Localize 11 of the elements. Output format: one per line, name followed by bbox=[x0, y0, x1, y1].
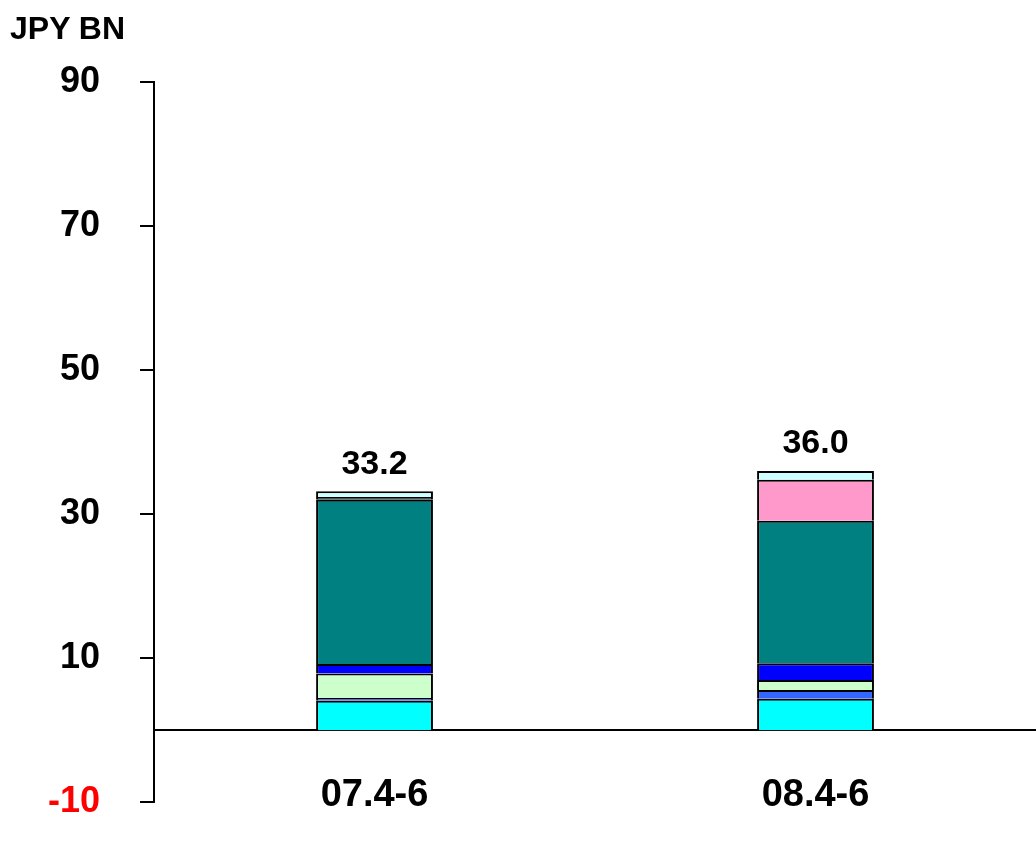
y-tick-label: -10 bbox=[48, 779, 101, 821]
total-label: 36.0 bbox=[782, 422, 849, 461]
total-label: 33.2 bbox=[341, 442, 408, 481]
x-tick-label: 08.4-6 bbox=[761, 771, 870, 814]
y-tick-label: 70 bbox=[59, 203, 101, 244]
y-axis-title: JPY BN bbox=[10, 9, 126, 46]
y-tick-label: 90 bbox=[59, 58, 101, 100]
y-tick-label: 10 bbox=[59, 635, 101, 677]
y-tick-label: 50 bbox=[59, 347, 101, 389]
y-tick-label: 30 bbox=[59, 491, 101, 533]
x-tick-label: 07.4-6 bbox=[320, 771, 429, 814]
